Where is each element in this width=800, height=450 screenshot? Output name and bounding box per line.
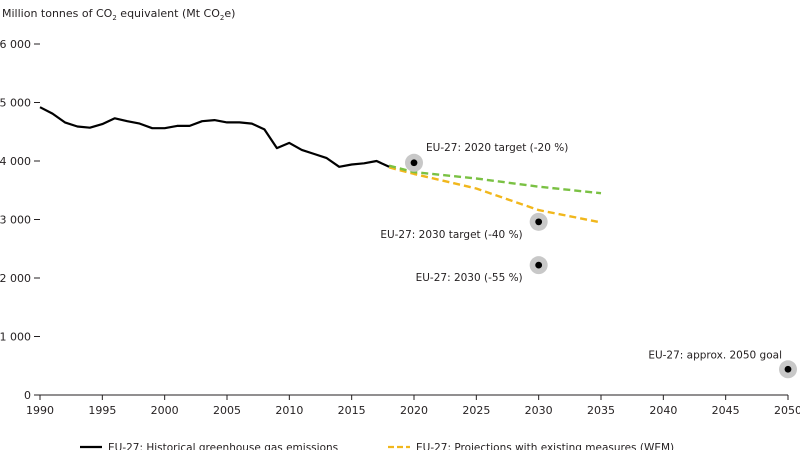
x-tick-label: 2040 [649, 404, 677, 417]
legend: EU-27: Historical greenhouse gas emissio… [80, 442, 674, 450]
x-tick-label: 2050 [774, 404, 800, 417]
y-axis-title-main: Million tonnes of CO [2, 7, 113, 20]
historical-emissions-line [39, 106, 390, 168]
x-axis: 1990 1995 2000 2005 2010 2015 2020 2025 2030 2035… [26, 394, 800, 417]
y-tick-label: 0 [24, 389, 31, 402]
y-axis-title-mid: equivalent (Mt CO [117, 7, 220, 20]
targets-layer: EU-27: 2020 target (-20 %) EU-27: 2030 ta… [380, 142, 797, 379]
legend-label: EU-27: Projections with existing measure… [416, 442, 674, 450]
target-marker [535, 261, 543, 269]
x-tick-label: 2015 [338, 404, 366, 417]
target-label: EU-27: 2020 target (-20 %) [426, 142, 568, 154]
x-tick-label: 2025 [462, 404, 490, 417]
y-tick-label: 4 000 [0, 155, 31, 168]
wem-projection-line [388, 166, 602, 224]
x-tick-label: 2005 [213, 404, 241, 417]
target-label: EU-27: 2030 (-55 %) [416, 272, 523, 284]
target-marker [784, 365, 792, 373]
y-tick-label: 1 000 [0, 331, 31, 344]
series-layer [39, 106, 602, 224]
target-marker [410, 159, 418, 167]
y-axis-title: Million tonnes of CO2 equivalent (Mt CO2… [2, 7, 235, 22]
y-axis-ticks: 0 1 000 2 000 3 000 4 000 5 000 6 000 [0, 38, 40, 402]
x-tick-label: 2000 [151, 404, 179, 417]
target-label: EU-27: 2030 target (-40 %) [380, 229, 522, 241]
x-tick-label: 1995 [88, 404, 116, 417]
x-tick-label: 1990 [26, 404, 54, 417]
x-tick-label: 2030 [525, 404, 553, 417]
x-tick-label: 2045 [712, 404, 740, 417]
y-tick-label: 3 000 [0, 214, 31, 227]
target-marker [535, 218, 543, 226]
x-tick-label: 2020 [400, 404, 428, 417]
target-label: EU-27: approx. 2050 goal [648, 349, 782, 361]
x-tick-label: 2010 [275, 404, 303, 417]
y-axis-title-sub2: 2 [220, 14, 224, 22]
green-projection-line [388, 164, 602, 195]
y-tick-label: 5 000 [0, 97, 31, 110]
y-axis-title-sub: 2 [112, 14, 116, 22]
y-tick-label: 2 000 [0, 272, 31, 285]
x-tick-label: 2035 [587, 404, 615, 417]
legend-label: EU-27: Historical greenhouse gas emissio… [108, 442, 338, 450]
y-axis-title-end: e) [224, 7, 235, 20]
y-tick-label: 6 000 [0, 38, 31, 51]
